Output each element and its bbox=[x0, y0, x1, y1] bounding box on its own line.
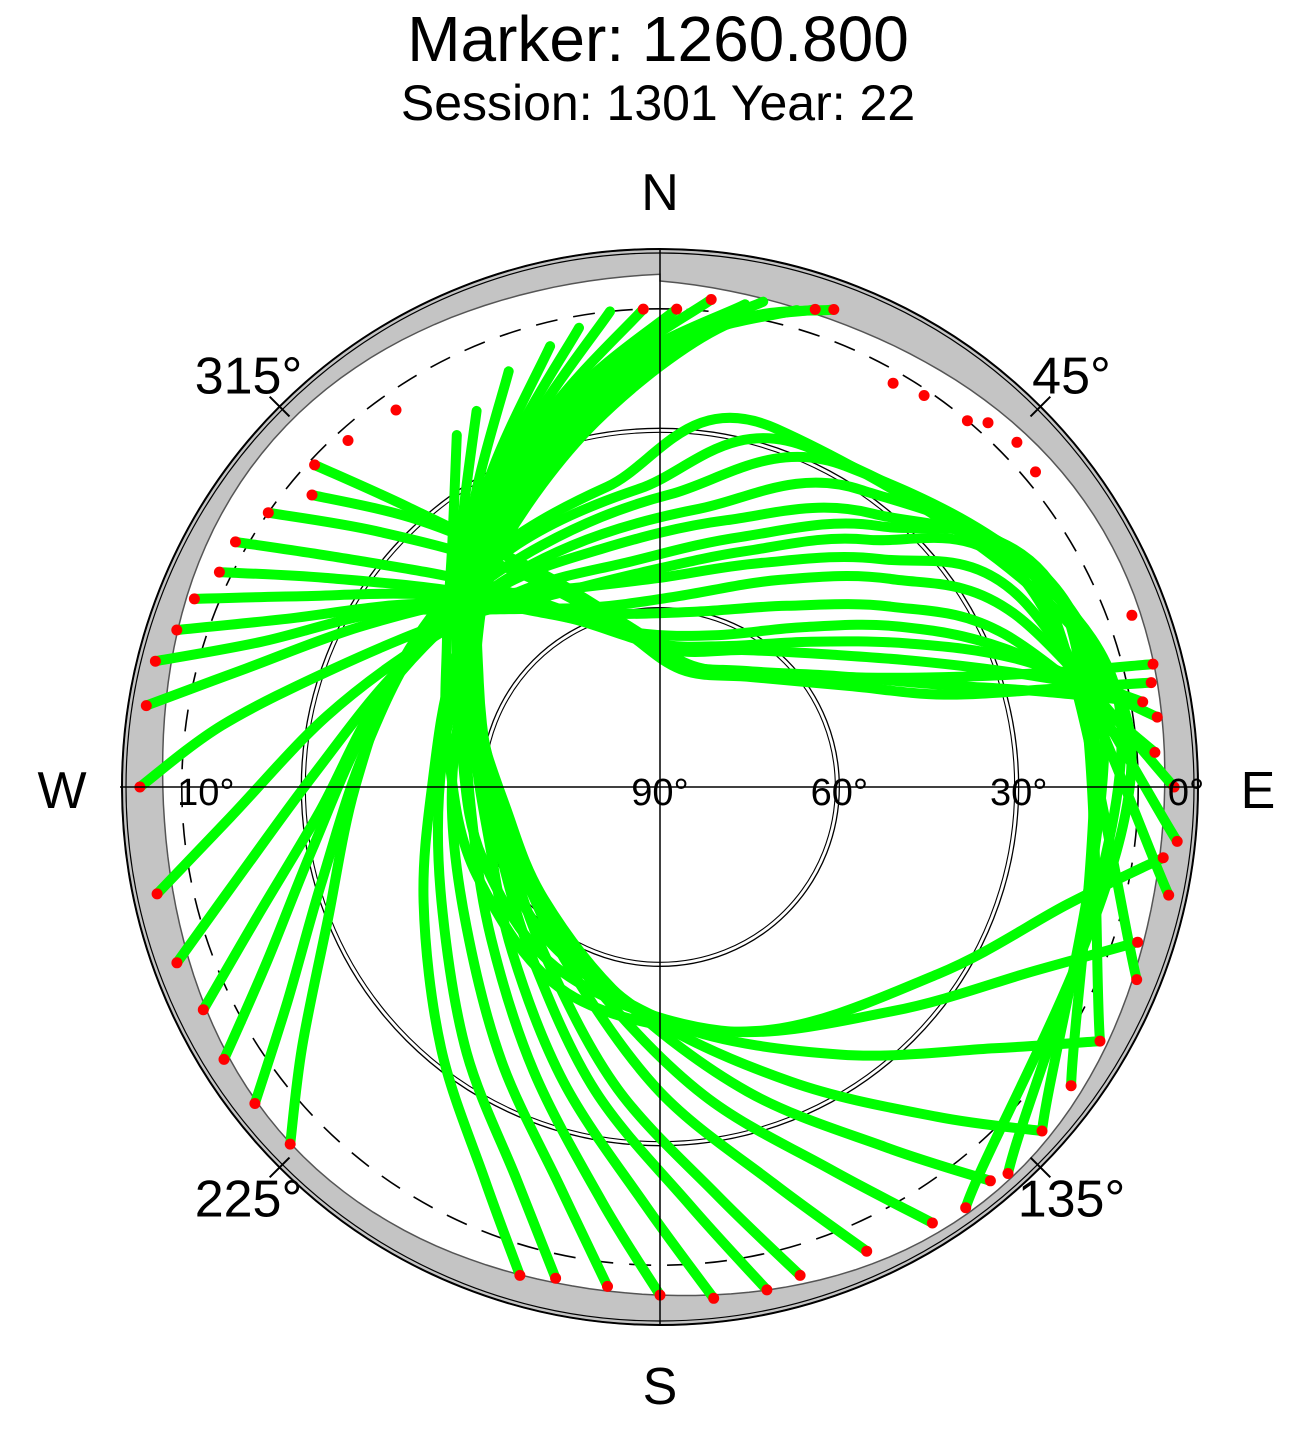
track-endpoint bbox=[984, 1175, 996, 1187]
track-endpoint bbox=[1065, 1080, 1077, 1092]
track-endpoint bbox=[390, 404, 402, 416]
track-endpoint bbox=[671, 303, 683, 315]
track-endpoint bbox=[218, 1053, 230, 1065]
track-endpoint bbox=[1145, 677, 1157, 689]
track-endpoint bbox=[1149, 746, 1161, 758]
azimuth-label-45: 45° bbox=[1032, 348, 1111, 406]
track-endpoint bbox=[171, 624, 183, 636]
track-endpoint bbox=[926, 1217, 938, 1229]
satellite-track-3 bbox=[263, 507, 1148, 707]
track-endpoint bbox=[262, 507, 274, 519]
track-endpoint bbox=[1011, 436, 1023, 448]
satellite-track-9 bbox=[141, 551, 1183, 847]
track-endpoint bbox=[828, 304, 840, 315]
track-endpoint bbox=[1163, 889, 1175, 901]
track-endpoint bbox=[761, 1284, 773, 1296]
elevation-label-30: 30° bbox=[990, 772, 1047, 814]
axes bbox=[120, 249, 1200, 1325]
satellite-track-28 bbox=[462, 366, 1105, 1061]
satellite-track-5 bbox=[214, 567, 1148, 707]
track-endpoint bbox=[1030, 466, 1041, 478]
track-endpoint bbox=[550, 1272, 562, 1284]
track-endpoint bbox=[861, 1245, 873, 1257]
satellite-track-7 bbox=[171, 598, 1160, 758]
track-endpoint bbox=[309, 459, 321, 471]
track-endpoint bbox=[794, 1269, 806, 1281]
track-endpoint bbox=[1094, 1035, 1106, 1047]
track-endpoint bbox=[140, 700, 152, 712]
track-endpoint bbox=[1002, 1168, 1014, 1179]
track-endpoint bbox=[918, 390, 930, 401]
track-endpoint bbox=[1036, 1125, 1048, 1137]
labels: N S E W 45° 135° 225° 315° 0° 30° 60° 90° 10° bbox=[37, 164, 1275, 1416]
track-endpoint bbox=[514, 1269, 526, 1281]
track-endpoint bbox=[284, 1138, 296, 1150]
elevation-label-0: 0° bbox=[1168, 772, 1204, 814]
track-endpoint bbox=[151, 888, 163, 900]
satellite-track-8 bbox=[150, 571, 1180, 792]
track-endpoint bbox=[1131, 974, 1143, 986]
track-endpoint bbox=[637, 303, 649, 315]
track-endpoint bbox=[960, 1202, 972, 1214]
track-endpoint bbox=[602, 1280, 613, 1292]
track-endpoint bbox=[705, 294, 717, 305]
elevation-label-90: 90° bbox=[631, 772, 688, 814]
track-endpoint bbox=[1151, 711, 1163, 723]
track-endpoint bbox=[230, 536, 241, 548]
azimuth-tick-45 bbox=[1029, 395, 1052, 418]
azimuth-tick-225 bbox=[268, 1156, 291, 1179]
track-endpoint bbox=[1147, 658, 1159, 670]
track-endpoint bbox=[1157, 852, 1169, 864]
track-endpoint bbox=[1137, 696, 1149, 708]
track-endpoint bbox=[213, 566, 225, 578]
elevation-label-10: 10° bbox=[177, 772, 234, 814]
track-endpoint bbox=[887, 377, 899, 389]
satellite-track-6 bbox=[189, 588, 1163, 723]
track-endpoint bbox=[306, 489, 318, 501]
satellite-track-27 bbox=[463, 341, 1047, 1136]
azimuth-label-225: 225° bbox=[195, 1171, 303, 1229]
track-endpoint bbox=[982, 417, 994, 429]
track-endpoint bbox=[149, 655, 161, 667]
track-endpoint bbox=[708, 1292, 720, 1304]
satellite-track-16 bbox=[285, 412, 1137, 1213]
satellite-track-4 bbox=[230, 536, 1122, 696]
chart-title: Marker: 1260.800 bbox=[407, 3, 909, 75]
track-endpoint bbox=[249, 1098, 261, 1109]
azimuth-label-315: 315° bbox=[195, 348, 303, 406]
elevation-label-60: 60° bbox=[811, 772, 868, 814]
azimuth-tick-135 bbox=[1029, 1156, 1052, 1179]
compass-south: S bbox=[643, 1358, 678, 1416]
compass-east: E bbox=[1241, 762, 1276, 820]
track-endpoint bbox=[1126, 609, 1138, 621]
azimuth-tick-315 bbox=[268, 395, 291, 418]
chart-subtitle: Session: 1301 Year: 22 bbox=[400, 75, 916, 131]
compass-west: W bbox=[37, 762, 86, 820]
compass-north: N bbox=[641, 164, 679, 222]
track-endpoints bbox=[134, 294, 1183, 1304]
track-endpoint bbox=[1171, 835, 1183, 847]
satellite-track-26 bbox=[464, 322, 996, 1186]
track-endpoint bbox=[1132, 936, 1144, 948]
track-endpoint bbox=[197, 1004, 209, 1016]
track-endpoint bbox=[961, 415, 973, 427]
track-endpoint bbox=[809, 303, 821, 315]
track-endpoint bbox=[171, 957, 183, 969]
satellite-track-29 bbox=[451, 405, 1143, 1038]
satellite-track-30 bbox=[440, 430, 1169, 1037]
satellite-tracks bbox=[134, 294, 1183, 1304]
satellite-track-19 bbox=[446, 305, 802, 1292]
track-endpoint bbox=[188, 593, 200, 605]
azimuth-label-135: 135° bbox=[1018, 1171, 1126, 1229]
track-endpoint bbox=[342, 435, 354, 446]
